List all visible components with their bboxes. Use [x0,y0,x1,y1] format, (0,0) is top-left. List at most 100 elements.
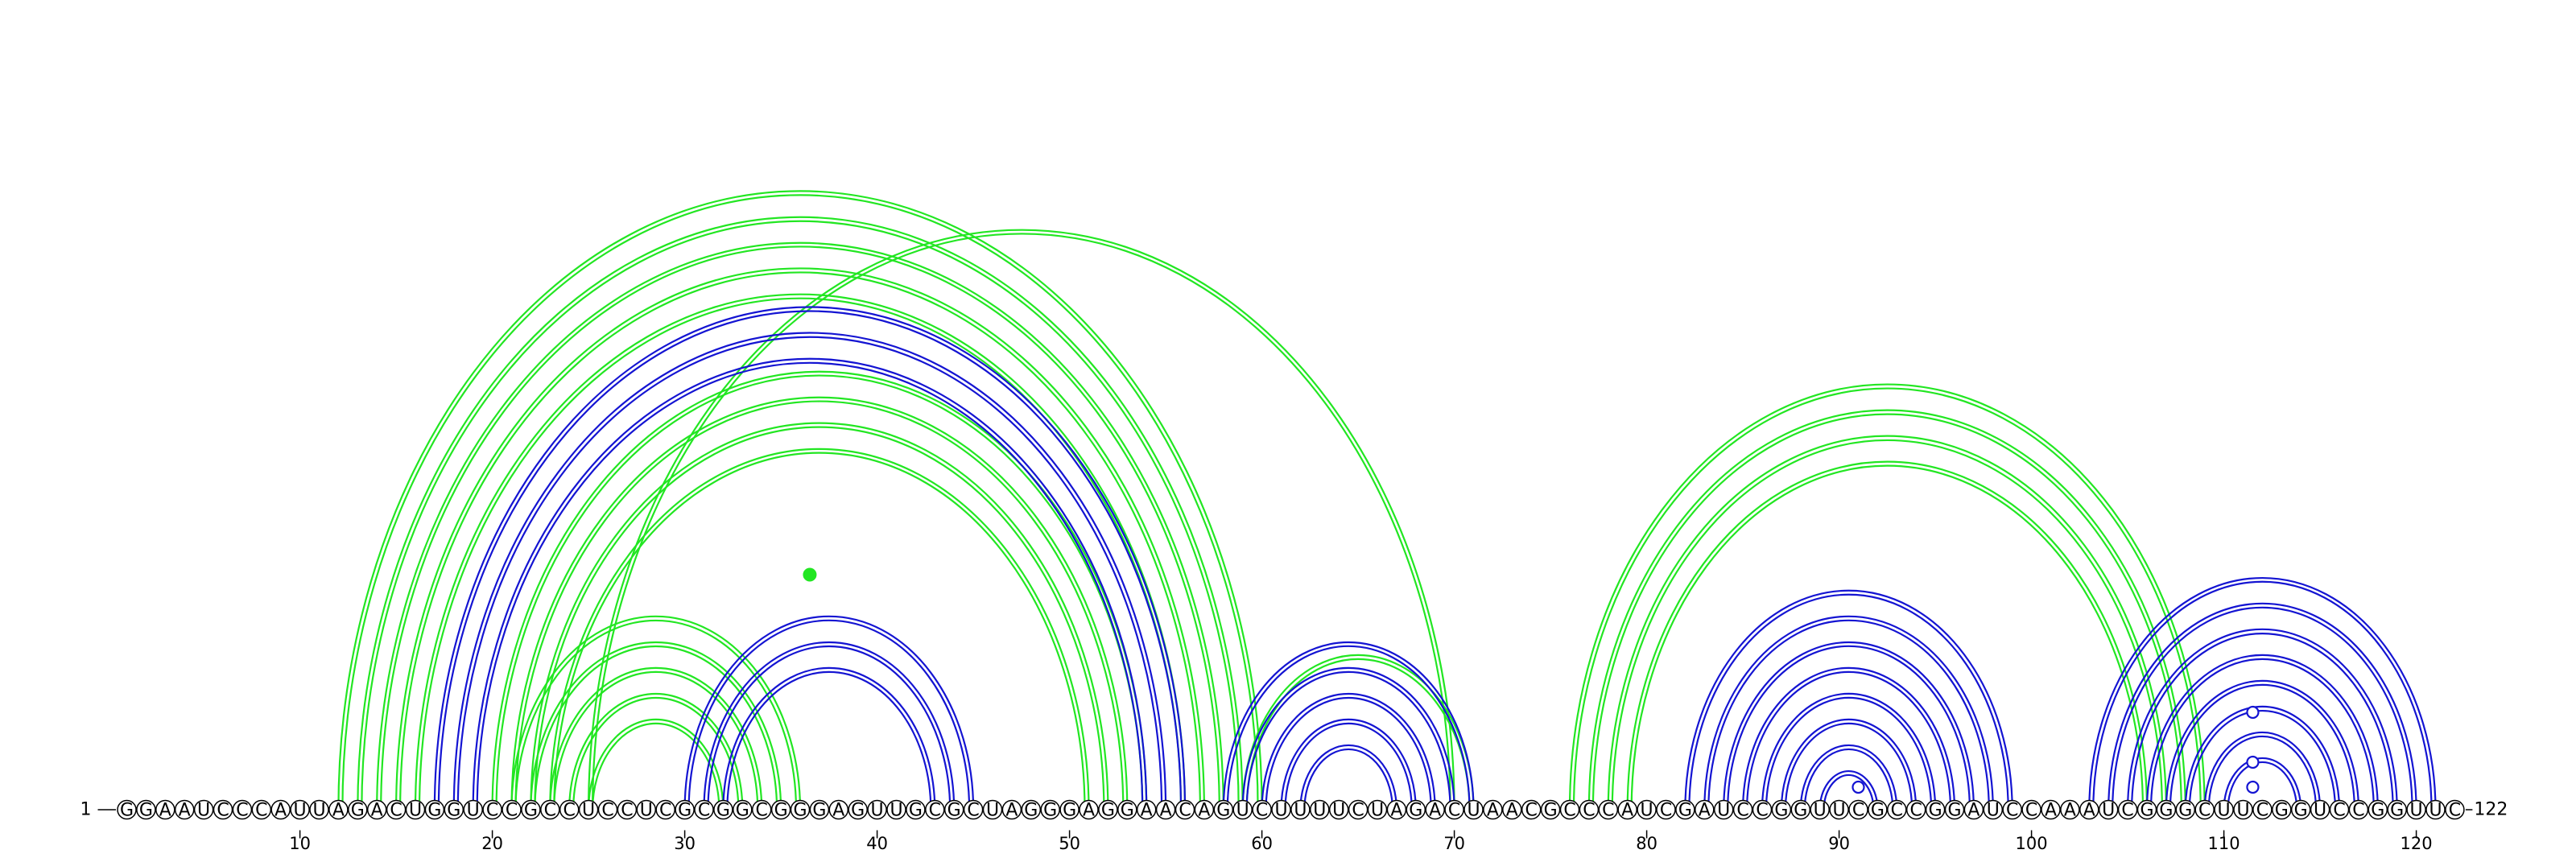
nucleotide-letter: C [544,801,556,821]
nucleotide-letter: C [1736,801,1748,821]
blue-base-pair-arc [1780,718,1918,811]
nucleotide-letter: A [1699,801,1711,821]
nucleotide-letter: G [2390,801,2404,821]
nucleotide-letter: C [2121,801,2133,821]
nucleotide-circle [1098,799,1118,820]
green-base-pair-arc [1591,413,2182,811]
nucleotide-circle [1963,799,1984,820]
nucleotide-circle [2156,799,2177,820]
green-base-pair-arc [357,216,1244,811]
blue-base-pair-arc [452,332,1167,811]
nucleotide-letter: A [1005,801,1018,821]
nucleotide-circle [1983,799,2004,820]
nucleotide-circle [1617,799,1637,820]
blue-base-pair-arc [1303,748,1393,811]
nucleotide-circle [848,799,868,820]
green-base-pair-arc [1611,439,2163,811]
nucleotide-circle [1732,799,1753,820]
nucleotide-circle [2387,799,2407,820]
nucleotide-circle [617,799,638,820]
nucleotide-circle [2310,799,2330,820]
nucleotide-letter: C [1910,801,1922,821]
nucleotide-letter: A [1967,801,1979,821]
nucleotide-letter: U [2218,801,2231,821]
nucleotide-letter: U [871,801,884,821]
blue-base-pair-arc [1241,666,1455,811]
nucleotide-letter: A [1621,801,1633,821]
nucleotide-letter: G [2140,801,2153,821]
nucleotide-letter: C [1891,801,1903,821]
blue-base-pair-arc [1818,769,1879,811]
nucleotide-circle [136,799,156,820]
nucleotide-circle [790,799,811,820]
green-base-pair-arc [530,641,782,811]
nucleotide-letter: G [120,801,134,821]
blue-base-pair-arc [1688,593,2009,811]
nucleotide-circle [309,799,329,820]
nucleotide-letter: G [812,801,826,821]
blue-base-pair-arc [2203,731,2322,811]
nucleotide-letter: U [197,801,210,821]
nucleotide-circle [1155,799,1176,820]
nucleotide-letter: U [1467,801,1480,821]
blue-open-marker [2246,705,2260,720]
blue-base-pair-arc [1280,718,1417,811]
nucleotide-circle [405,799,426,820]
green-base-pair-arc [534,645,778,811]
blue-base-pair-arc [2145,654,2379,811]
green-base-pair-arc [1587,409,2186,811]
nucleotide-letter: G [736,801,749,821]
green-base-pair-arc [337,190,1263,811]
nucleotide-circle [1771,799,1792,820]
nucleotide-circle [328,799,349,820]
nucleotide-letter: C [506,801,518,821]
nucleotide-circle [366,799,387,820]
nucleotide-letter: G [1774,801,1788,821]
green-base-pair-arc [491,370,1148,811]
green-base-pair-arc [588,229,1455,811]
blue-base-pair-arc [2131,632,2394,811]
green-base-pair-arc [341,194,1259,811]
nucleotide-circle [2175,799,2196,820]
nucleotide-circle [2406,799,2426,820]
nucleotide-letter: C [2333,801,2345,821]
nucleotide-circle [675,799,695,820]
nucleotide-circle [1194,799,1215,820]
nucleotide-circle [540,799,560,820]
nucleotide-circle [213,799,233,820]
nucleotide-circle [1117,799,1137,820]
blue-base-pair-arc [1746,670,1952,811]
nucleotide-circle [1213,799,1234,820]
tick-label: 100 [2016,834,2048,853]
nucleotide-letter: U [1833,801,1846,821]
blue-base-pair-arc [456,336,1163,811]
green-base-pair-arc [1572,387,2202,811]
blue-base-pair-arc [2207,735,2318,811]
nucleotide-circle [290,799,310,820]
nucleotide-circle [1829,799,1849,820]
nucleotide-circle [1463,799,1484,820]
nucleotide-letter: G [678,801,691,821]
nucleotide-circle [1059,799,1080,820]
nucleotide-letter: C [236,801,248,821]
tick-label: 90 [1828,834,1850,853]
nucleotide-letter: G [447,801,460,821]
arc-markers [803,567,2260,794]
nucleotide-circle [2021,799,2041,820]
nucleotide-letter: C [967,801,979,821]
nucleotide-letter: A [332,801,345,821]
nucleotide-letter: G [1929,801,1942,821]
base-pair-arcs [337,190,2437,811]
nucleotide-letter: A [1083,801,1095,821]
nucleotide-letter: A [2064,801,2076,821]
nucleotide-circle [1868,799,1888,820]
nucleotide-circle [502,799,522,820]
nucleotide-letter: G [2275,801,2289,821]
nucleotide-letter: G [2294,801,2308,821]
nucleotide-letter: C [2198,801,2211,821]
nucleotide-letter: C [486,801,498,821]
nucleotide-letter: U [1814,801,1827,821]
blue-base-pair-arc [1226,645,1471,811]
nucleotide-letter: G [1101,801,1115,821]
